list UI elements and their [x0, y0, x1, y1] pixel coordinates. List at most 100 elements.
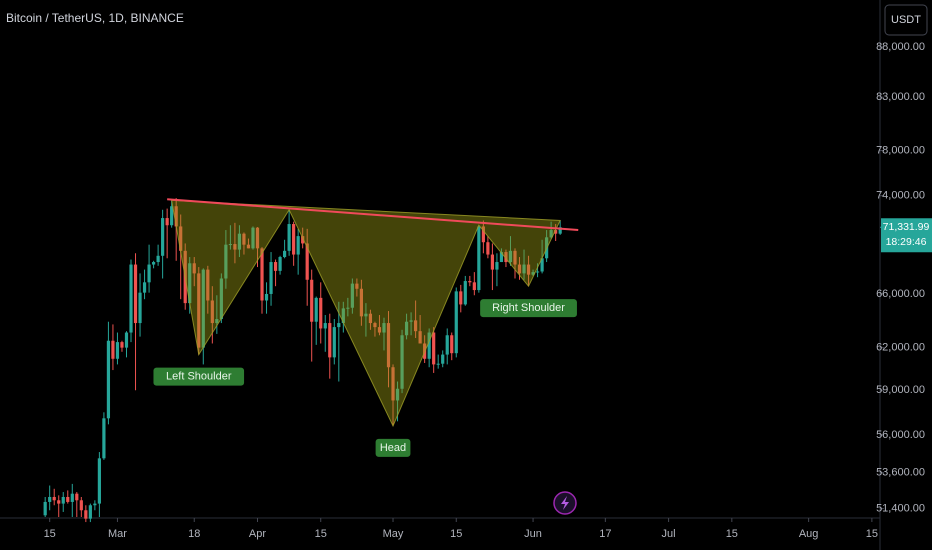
candle-body [115, 342, 120, 359]
y-tick-label: 59,000.00 [876, 384, 925, 396]
x-tick-label: 15 [866, 528, 878, 540]
candle-body [499, 252, 504, 263]
candle-body [472, 282, 476, 291]
candle-body [88, 505, 92, 519]
candle-body [359, 288, 363, 317]
candle-body [210, 300, 214, 324]
candle-body [97, 458, 101, 504]
candle-body [147, 264, 151, 283]
candle-body [535, 271, 540, 273]
candle-body [188, 263, 192, 304]
candle-body [43, 501, 47, 516]
candle-body [454, 291, 458, 354]
candle-body [287, 224, 291, 251]
candle-body [246, 244, 251, 249]
candle-body [355, 283, 359, 289]
currency-label[interactable]: USDT [891, 14, 921, 26]
candle-body [251, 227, 255, 249]
candle-body [310, 279, 314, 322]
candle-body [233, 244, 237, 250]
candle-body [228, 244, 232, 246]
candle-body [61, 496, 65, 504]
candle-body [273, 262, 278, 271]
icon-bolt[interactable] [561, 496, 569, 510]
y-tick-label: 66,000.00 [876, 288, 925, 300]
candle-body [368, 313, 373, 324]
candle-body [513, 250, 517, 265]
candle-body [84, 510, 88, 519]
candle-body [468, 281, 472, 283]
candle-body [508, 250, 513, 263]
candle-body [79, 500, 83, 511]
candle-body [75, 493, 79, 501]
candle-body [174, 206, 178, 227]
y-tick-label: 78,000.00 [876, 144, 925, 156]
candle-body [264, 293, 269, 301]
annotation-label: Left Shoulder [166, 370, 232, 382]
candle-body [350, 283, 354, 308]
lightning-icon[interactable] [553, 491, 577, 515]
candle-body [554, 230, 558, 234]
y-tick-label: 53,600.00 [876, 467, 925, 479]
candle-body [319, 297, 323, 329]
candle-body [296, 236, 300, 255]
candle-body [192, 263, 196, 274]
x-tick-label: Mar [108, 528, 127, 540]
candle-body [48, 496, 52, 502]
last-price-label: 71,331.99 [883, 221, 930, 233]
x-tick-label: 15 [315, 528, 327, 540]
y-tick-label: 56,000.00 [876, 429, 925, 441]
currency-box[interactable] [884, 4, 928, 36]
y-tick-label: 51,400.00 [876, 503, 925, 515]
candle-body [531, 272, 535, 275]
candle-body [219, 278, 223, 320]
candle-body [224, 244, 228, 279]
candle-body [517, 264, 522, 274]
candle-body [255, 227, 260, 249]
candle-body [540, 258, 544, 272]
candle-body [323, 323, 327, 329]
candle-body [124, 332, 129, 348]
candle-body [382, 323, 386, 333]
currency-button[interactable]: USDT [884, 4, 928, 36]
candle-body [395, 388, 400, 401]
candle-body [237, 233, 242, 250]
candle-body [332, 327, 336, 358]
x-tick-label: 15 [44, 528, 56, 540]
candle-body [151, 262, 156, 265]
last-price-box [881, 218, 932, 253]
candle-body [504, 252, 508, 263]
symbol-title: Bitcoin / TetherUS, 1D, BINANCE [6, 11, 184, 25]
candle-body [242, 233, 246, 245]
x-tick-label: 15 [450, 528, 462, 540]
annotation-label: Head [380, 442, 406, 454]
candle-body [278, 257, 282, 271]
candle-body [197, 273, 201, 348]
x-tick-label: Apr [249, 528, 266, 540]
candle-body [549, 230, 553, 238]
candle-body [111, 340, 115, 359]
candle-body [215, 319, 219, 324]
annotation-box [480, 299, 577, 318]
candle-body [328, 323, 332, 358]
candle-body [57, 500, 61, 504]
candle-body [156, 255, 160, 263]
y-tick-label: 62,000.00 [876, 342, 925, 354]
candle-body [495, 262, 499, 270]
candle-body [142, 282, 147, 293]
candle-body [391, 367, 395, 401]
candle-body [260, 248, 264, 301]
candle-body [459, 291, 463, 305]
candle-body [179, 226, 183, 251]
candle-body [305, 243, 309, 280]
x-tick-label: Jun [524, 528, 542, 540]
candle-body [477, 226, 481, 291]
candle-body [418, 331, 422, 344]
candle-body [337, 323, 341, 328]
candle-body [386, 323, 391, 368]
candle-body [445, 335, 449, 355]
annotation-label: Right Shoulder [492, 302, 565, 314]
candle-body [66, 496, 70, 502]
candle-body [346, 307, 350, 309]
